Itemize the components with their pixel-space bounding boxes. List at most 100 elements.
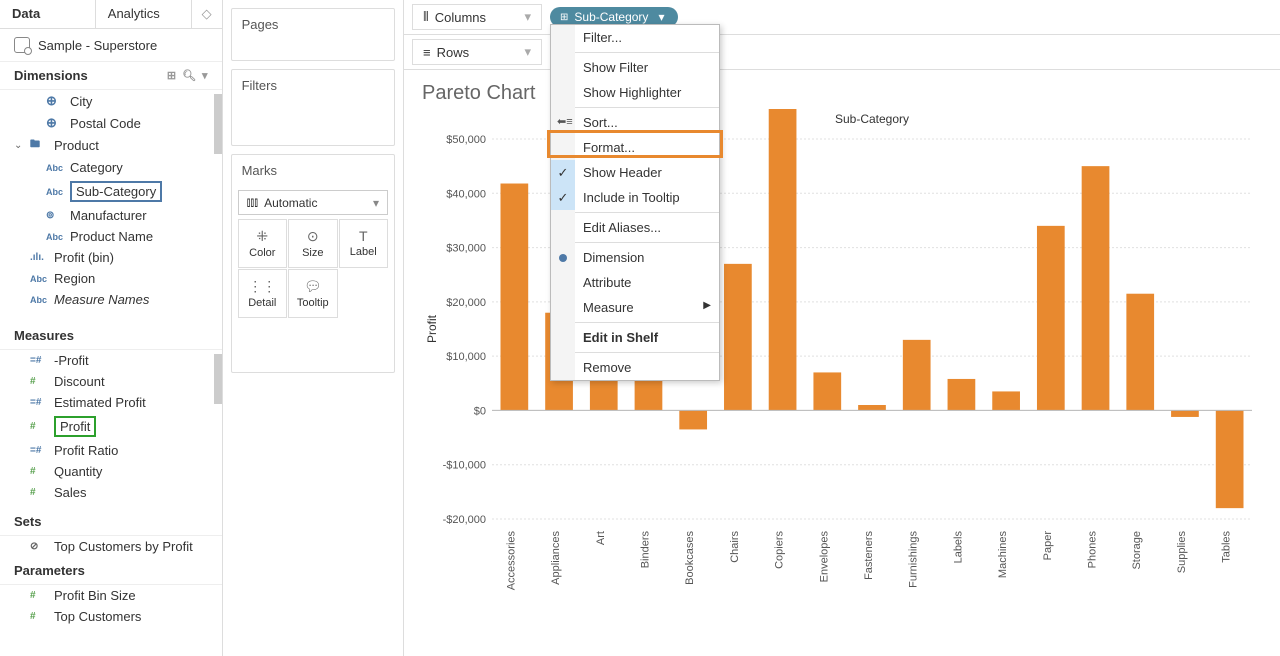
field-top-customers-param[interactable]: #Top Customers [0,606,222,627]
menu-show-filter[interactable]: Show Filter [551,55,719,80]
menu-edit-aliases[interactable]: Edit Aliases... [551,215,719,240]
scrollbar[interactable] [214,354,222,404]
field-estimated-profit[interactable]: =#Estimated Profit [0,392,222,413]
svg-text:Furnishings: Furnishings [908,531,920,588]
mark-type-dropdown[interactable]: ⫾⫾⫾ Automatic ▾ [238,190,388,215]
chart-title[interactable]: Pareto Chart [422,82,1262,105]
scrollbar[interactable] [214,94,222,154]
field-product-name[interactable]: AbcProduct Name [0,226,222,247]
field-discount[interactable]: #Discount [0,371,222,392]
abc-icon: Abc [30,274,48,284]
detail-icon: ⋮⋮ [241,278,284,295]
marks-size[interactable]: ⊙Size [288,219,337,268]
field-profit-bin[interactable]: .ılı.Profit (bin) [0,247,222,268]
pages-card[interactable]: Pages [231,8,395,61]
parameters-label: Parameters [14,563,85,578]
sets-header: Sets [0,508,222,536]
field-city[interactable]: City [0,90,222,112]
rows-label-box: ≡ Rows ▾ [412,39,542,65]
measures-list: =#-Profit #Discount =#Estimated Profit #… [0,350,222,508]
bin-icon: .ılı. [30,252,48,263]
datasource-icon [14,37,30,53]
field-profit[interactable]: #Profit [0,413,222,440]
field-sub-category[interactable]: AbcSub-Category [0,178,222,205]
field-top-customers-set[interactable]: ⊘Top Customers by Profit [0,536,222,557]
mark-type-label: Automatic [264,196,317,210]
svg-text:-$10,000: -$10,000 [443,460,486,472]
svg-text:Bookcases: Bookcases [684,531,696,585]
menu-dimension[interactable]: Dimension [551,245,719,270]
svg-text:$10,000: $10,000 [446,351,486,363]
field-manufacturer[interactable]: ⊚Manufacturer [0,205,222,226]
marks-detail[interactable]: ⋮⋮Detail [238,269,287,318]
svg-text:$50,000: $50,000 [446,134,486,146]
field-profit-bin-size[interactable]: #Profit Bin Size [0,585,222,606]
menu-show-header[interactable]: ✓Show Header [551,160,719,185]
color-icon: ⁜ [241,228,284,245]
columns-shelf[interactable]: ⦀ Columns ▾ ⊞ Sub-Category ▾ [404,0,1280,35]
marks-label[interactable]: TLabel [339,219,388,268]
hash-icon: # [30,487,48,498]
field-region[interactable]: AbcRegion [0,268,222,289]
dimensions-list: City Postal Code ⌄🖿Product AbcCategory A… [0,90,222,322]
hash-icon: # [30,466,48,477]
rows-shelf[interactable]: ≡ Rows ▾ [404,35,1280,70]
tab-dropdown-icon[interactable]: ◇ [192,0,222,28]
view-grid-icon[interactable]: ⊞ [167,69,176,82]
sets-label: Sets [14,514,41,529]
context-menu: Filter... Show Filter Show Highlighter ⬅… [550,24,720,381]
chevron-down-icon: ▾ [373,196,379,210]
sets-list: ⊘Top Customers by Profit [0,536,222,557]
field-postal-code[interactable]: Postal Code [0,112,222,134]
pages-label: Pages [232,9,394,40]
marks-label: Marks [232,155,394,186]
pill-label: Sub-Category [574,10,648,24]
hash-icon: # [30,376,48,387]
menu-remove[interactable]: Remove [551,355,719,380]
menu-measure[interactable]: Measure▶ [551,295,719,320]
tab-data[interactable]: Data [0,0,96,28]
chart-area: Pareto Chart Sub-Category-$20,000-$10,00… [404,70,1280,656]
datasource-row[interactable]: Sample - Superstore [0,29,222,62]
marks-tooltip[interactable]: 💬︎Tooltip [288,269,337,318]
globe-icon [46,93,64,109]
svg-text:$0: $0 [474,405,486,417]
data-panel-tabs: Data Analytics ◇ [0,0,222,29]
calc-icon: =# [30,445,48,456]
menu-attribute[interactable]: Attribute [551,270,719,295]
menu-filter[interactable]: Filter... [551,25,719,50]
svg-text:Fasteners: Fasteners [863,531,875,580]
globe-icon [46,115,64,131]
svg-text:Storage: Storage [1131,531,1143,570]
calc-icon: =# [30,397,48,408]
chevron-down-icon: ▾ [658,10,664,24]
hierarchy-icon: ⊚ [46,210,64,221]
field-product-folder[interactable]: ⌄🖿Product [0,134,222,157]
menu-edit-in-shelf[interactable]: Edit in Shelf [551,325,719,350]
field-category[interactable]: AbcCategory [0,157,222,178]
columns-icon: ⦀ [423,9,429,25]
field-quantity[interactable]: #Quantity [0,461,222,482]
rows-icon: ≡ [423,45,431,60]
marks-grid: ⁜Color ⊙Size TLabel ⋮⋮Detail 💬︎Tooltip [238,219,388,318]
datasource-name: Sample - Superstore [38,38,157,53]
filters-card[interactable]: Filters [231,69,395,146]
data-panel: Data Analytics ◇ Sample - Superstore Dim… [0,0,223,656]
tab-analytics[interactable]: Analytics [96,0,192,28]
menu-show-highlighter[interactable]: Show Highlighter [551,80,719,105]
chevron-down-icon: ▾ [524,44,531,60]
rows-label: Rows [437,45,470,60]
svg-text:Chairs: Chairs [729,531,741,563]
field-sales[interactable]: #Sales [0,482,222,503]
menu-include-tooltip[interactable]: ✓Include in Tooltip [551,185,719,210]
field-measure-names[interactable]: AbcMeasure Names [0,289,222,310]
chevron-down-icon[interactable]: ⌄ [14,140,22,151]
field-neg-profit[interactable]: =#-Profit [0,350,222,371]
svg-text:-$20,000: -$20,000 [443,514,486,526]
search-icon[interactable]: 🔍︎ [182,69,196,82]
svg-text:Envelopes: Envelopes [818,531,830,583]
field-profit-ratio[interactable]: =#Profit Ratio [0,440,222,461]
marks-color[interactable]: ⁜Color [238,219,287,268]
cards-panel: Pages Filters Marks ⫾⫾⫾ Automatic ▾ ⁜Col… [223,0,404,656]
dimensions-menu-icon[interactable]: ▾ [202,69,208,82]
